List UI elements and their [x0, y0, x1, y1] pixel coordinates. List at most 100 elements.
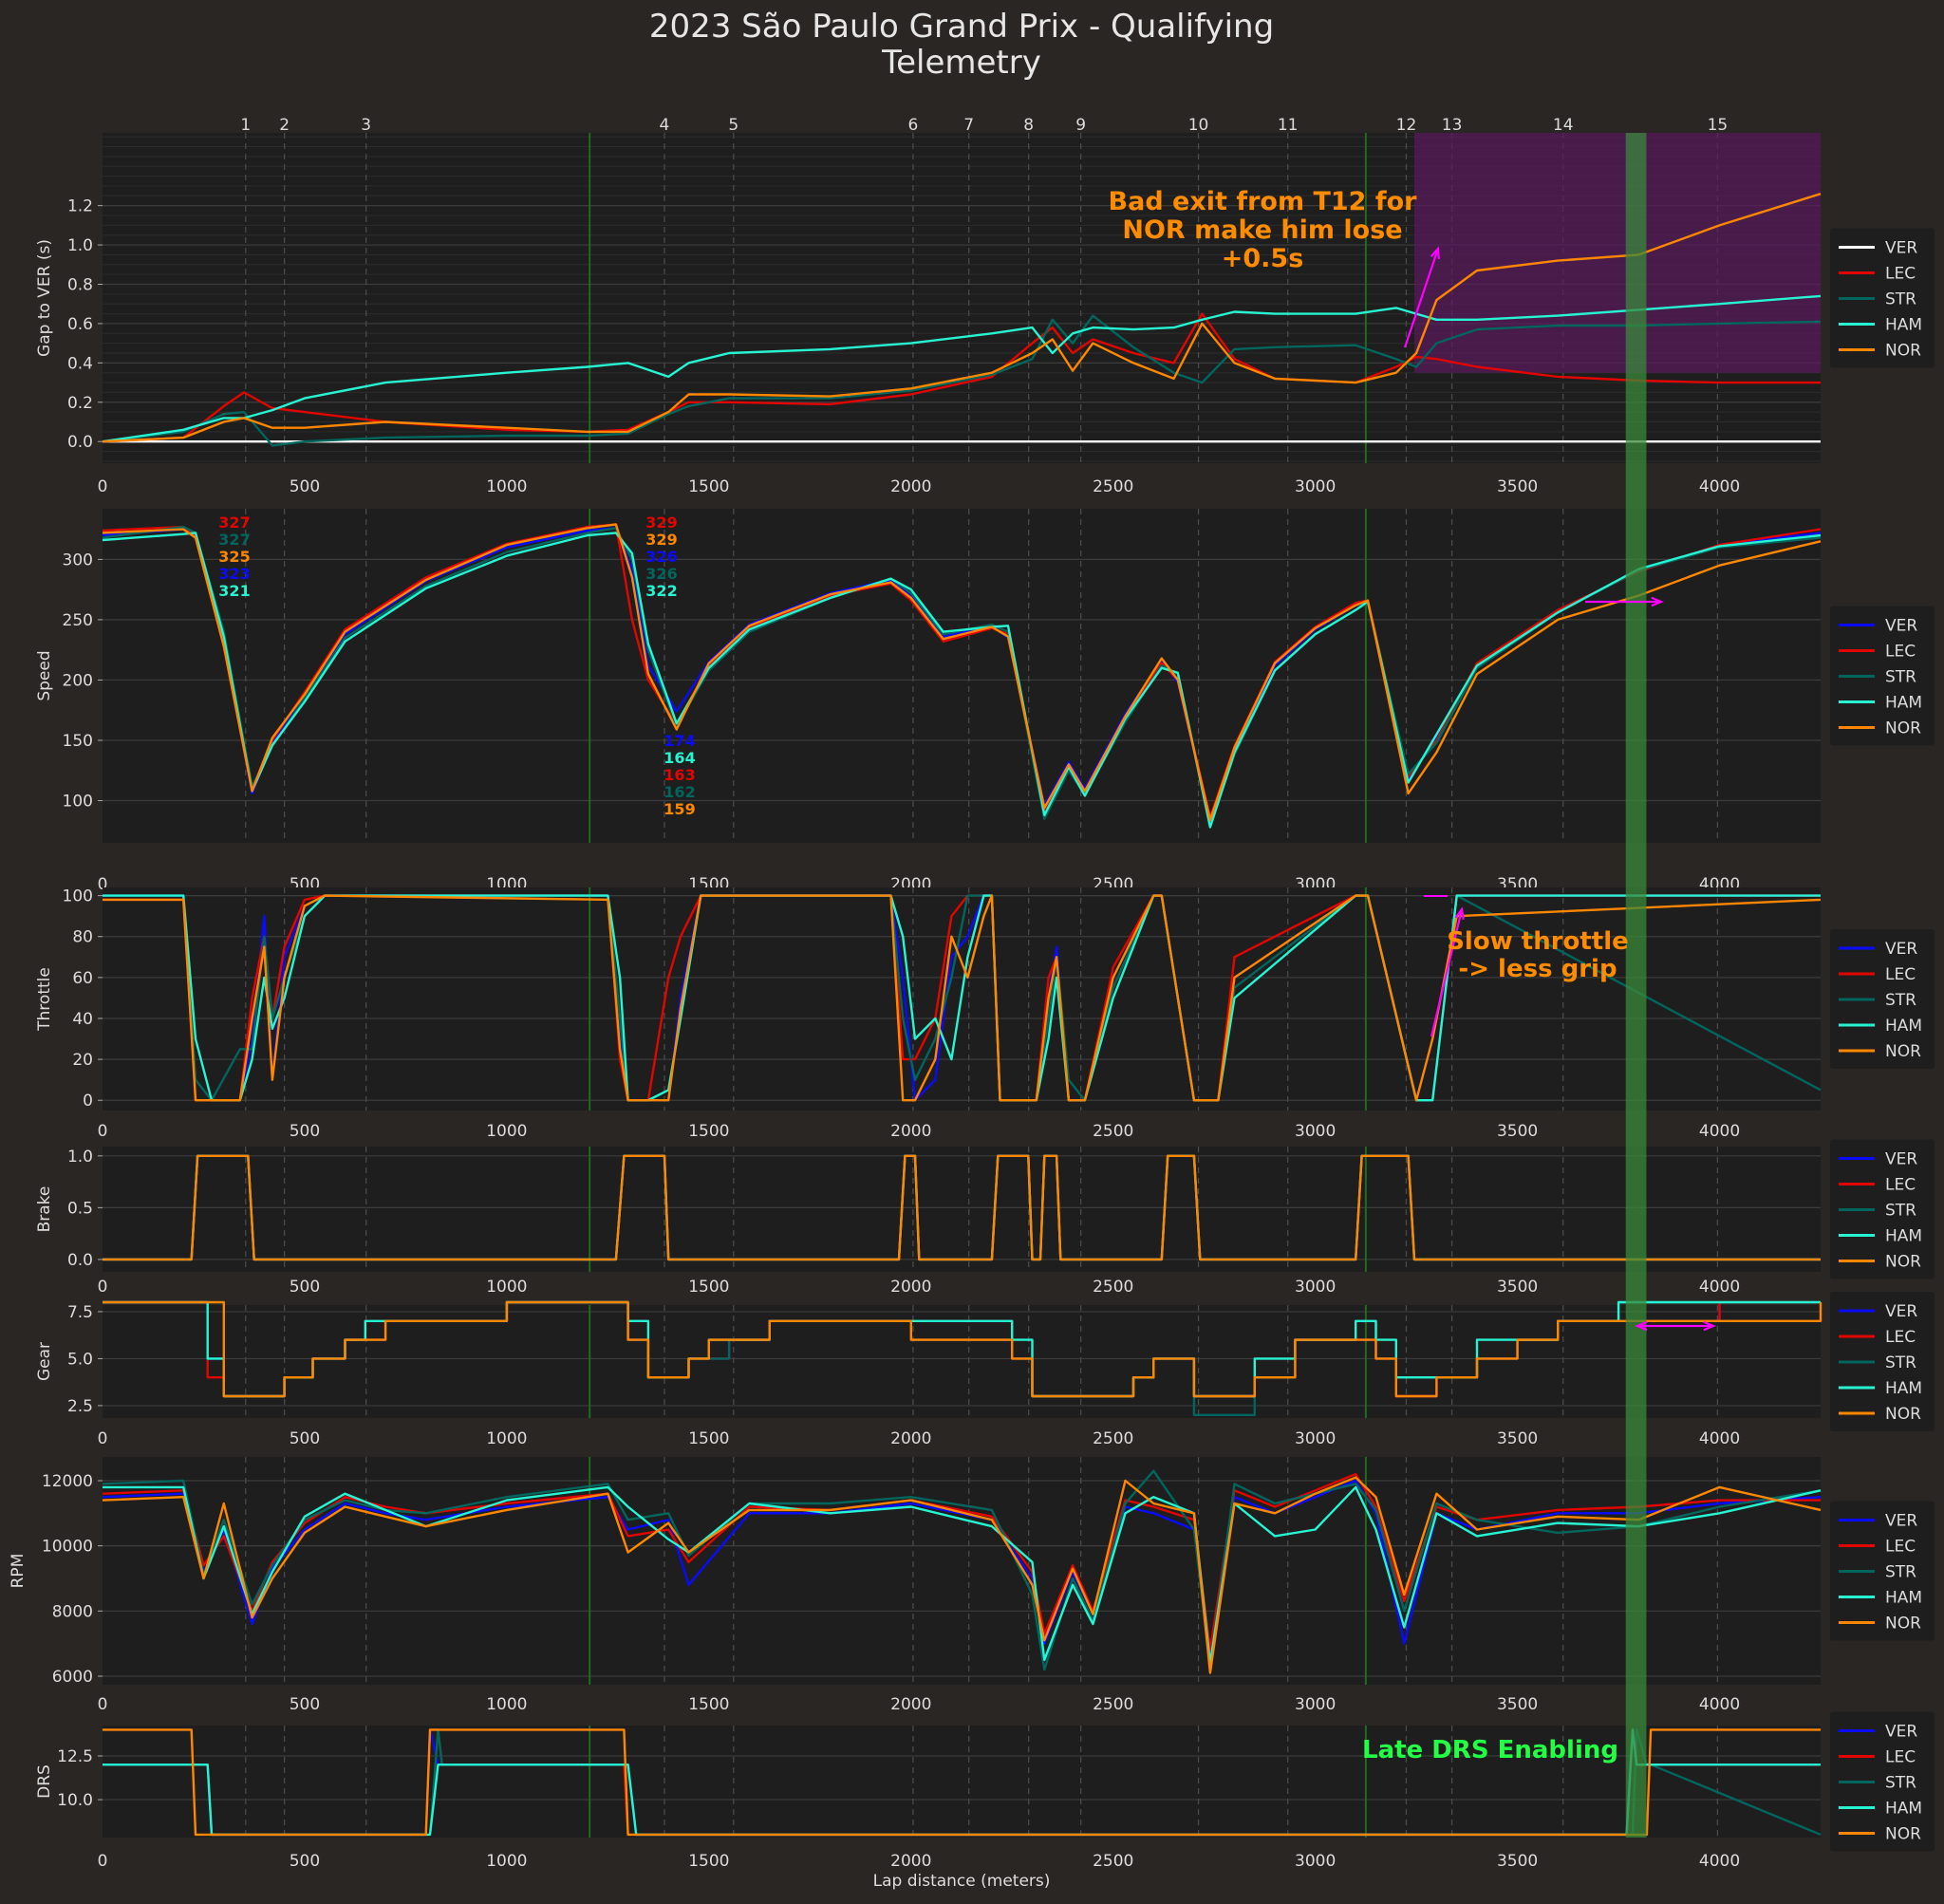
drs-legend-label-lec: LEC	[1885, 1748, 1916, 1767]
turn-number-label: 6	[907, 116, 918, 135]
speed-legend-label-nor: NOR	[1885, 719, 1921, 738]
rpm-ytick-label: 12000	[42, 1472, 93, 1491]
throttle-ytick-label: 40	[72, 1010, 93, 1029]
gear-legend-label-nor: NOR	[1885, 1405, 1921, 1424]
speed-label-str: 326	[645, 565, 677, 583]
turn-number-label: 12	[1396, 116, 1417, 135]
drs-plot-area	[103, 1726, 1821, 1838]
turn-number-label: 10	[1188, 116, 1209, 135]
gap-ytick-label: 1.2	[67, 197, 93, 216]
brake-ylabel: Brake	[35, 1186, 54, 1233]
gap-ytick-label: 1.0	[67, 236, 93, 255]
turn-number-label: 15	[1708, 116, 1729, 135]
gap-legend-label-str: STR	[1885, 290, 1916, 309]
speed-label-ham: 321	[218, 582, 250, 600]
drs-legend-label-str: STR	[1885, 1774, 1916, 1793]
turn-number-label: 8	[1023, 116, 1034, 135]
gap-ytick-label: 0.0	[67, 433, 93, 452]
throttle-xtick-label: 2500	[1093, 1122, 1133, 1141]
gap-xtick-label: 1500	[688, 477, 729, 496]
speed-label-str: 327	[218, 531, 250, 549]
gap-legend-label-lec: LEC	[1885, 265, 1916, 284]
brake-xtick-label: 3500	[1497, 1278, 1538, 1297]
drs-legend-label-nor: NOR	[1885, 1825, 1921, 1844]
gear-legend	[1830, 1292, 1935, 1431]
rpm-ytick-label: 10000	[42, 1538, 93, 1557]
drs-ylabel: DRS	[35, 1764, 54, 1799]
gap-legend-label-nor: NOR	[1885, 342, 1921, 361]
gap-arrow	[1403, 248, 1440, 348]
brake-legend-label-nor: NOR	[1885, 1253, 1921, 1272]
brake-xtick-label: 2500	[1093, 1278, 1133, 1297]
speed-ytick-label: 100	[63, 793, 93, 812]
gap-shaded-region	[1413, 133, 1821, 373]
turn-number-label: 3	[361, 116, 371, 135]
rpm-xtick-label: 2500	[1093, 1695, 1133, 1714]
rpm-legend-label-str: STR	[1885, 1563, 1916, 1582]
throttle-ylabel: Throttle	[35, 967, 54, 1032]
rpm-ytick-label: 8000	[52, 1602, 93, 1621]
speed-arrow-head	[1651, 596, 1664, 607]
gear-xtick-label: 500	[290, 1429, 320, 1448]
drs-xtick-label: 2000	[890, 1852, 931, 1871]
speed-ytick-label: 150	[63, 732, 93, 751]
throttle-ytick-label: 80	[72, 928, 93, 947]
speed-legend-label-ham: HAM	[1885, 694, 1922, 713]
brake-xtick-label: 4000	[1699, 1278, 1740, 1297]
throttle-xtick-label: 3500	[1497, 1122, 1538, 1141]
throttle-legend-label-nor: NOR	[1885, 1042, 1921, 1061]
gear-xtick-label: 4000	[1699, 1429, 1740, 1448]
drs-xtick-label: 3500	[1497, 1852, 1538, 1871]
speed-legend-label-str: STR	[1885, 668, 1916, 687]
rpm-legend-label-ham: HAM	[1885, 1589, 1922, 1608]
rpm-series-ver	[102, 1479, 1822, 1661]
gear-arrow-head	[1703, 1320, 1716, 1332]
brake-xtick-label: 1500	[688, 1278, 729, 1297]
gap-ytick-label: 0.8	[67, 276, 93, 295]
gap-series-lec	[102, 312, 1821, 443]
gap-legend	[1830, 228, 1935, 368]
rpm-xtick-label: 2000	[890, 1695, 931, 1714]
throttle-xtick-label: 2000	[890, 1122, 931, 1141]
brake-legend-label-ver: VER	[1885, 1150, 1917, 1169]
drs-xtick-label: 500	[290, 1852, 320, 1871]
speed-label-lec: 329	[645, 513, 677, 532]
gear-plot-area	[103, 1305, 1821, 1418]
brake-legend	[1830, 1139, 1935, 1279]
speed-label-nor: 159	[664, 800, 695, 818]
speed-legend	[1830, 606, 1935, 746]
speed-plot-area	[103, 509, 1821, 843]
turn-number-label: 7	[963, 116, 974, 135]
throttle-xtick-label: 0	[98, 1122, 108, 1141]
gear-legend-label-ver: VER	[1885, 1302, 1917, 1321]
drs-xtick-label: 1500	[688, 1852, 729, 1871]
rpm-legend-label-lec: LEC	[1885, 1538, 1916, 1557]
gap-series-ham	[102, 294, 1822, 443]
throttle-ytick-label: 60	[72, 969, 93, 988]
throttle-legend-label-ver: VER	[1885, 940, 1917, 959]
throttle-xtick-label: 500	[290, 1122, 320, 1141]
gear-xtick-label: 1000	[486, 1429, 527, 1448]
drs-legend-label-ver: VER	[1885, 1723, 1917, 1742]
speed-ytick-label: 250	[63, 611, 93, 630]
rpm-legend	[1830, 1501, 1935, 1641]
throttle-series-nor	[103, 894, 1822, 1102]
gap-ylabel: Gap to VER (s)	[35, 239, 54, 357]
rpm-xtick-label: 1500	[688, 1695, 729, 1714]
speed-ytick-label: 300	[63, 551, 93, 569]
drs-zone-band	[1625, 133, 1647, 1838]
gap-ytick-label: 0.4	[67, 354, 93, 373]
brake-xtick-label: 500	[290, 1278, 320, 1297]
speed-label-lec: 327	[218, 513, 250, 532]
rpm-xtick-label: 4000	[1699, 1695, 1740, 1714]
speed-label-nor: 325	[218, 548, 250, 566]
throttle-arrow-head	[1454, 906, 1465, 921]
speed-legend-label-lec: LEC	[1885, 643, 1916, 662]
brake-xtick-label: 1000	[486, 1278, 527, 1297]
brake-xtick-label: 0	[98, 1278, 108, 1297]
gap-xtick-label: 1000	[486, 477, 527, 496]
gear-xtick-label: 2000	[890, 1429, 931, 1448]
chart-title-line2: Telemetry	[882, 44, 1041, 82]
drs-xtick-label: 2500	[1093, 1852, 1133, 1871]
chart-title-line1: 2023 São Paulo Grand Prix - Qualifying	[648, 8, 1275, 46]
